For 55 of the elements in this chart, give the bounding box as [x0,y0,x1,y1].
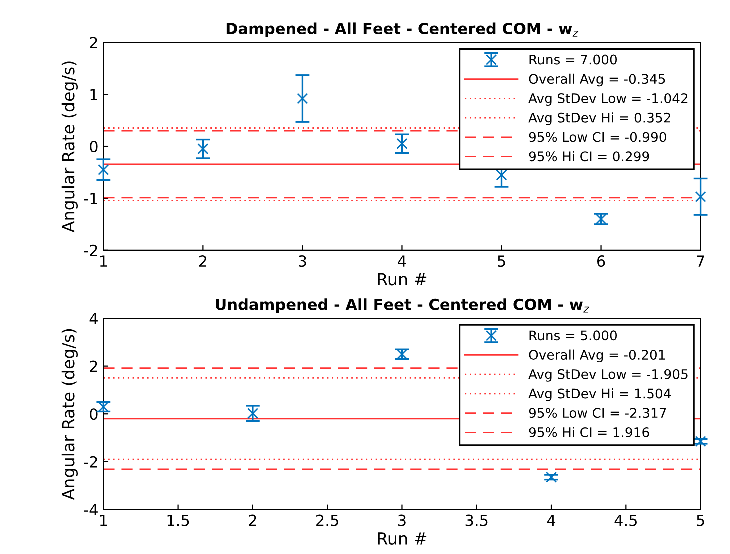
x-axis-title: Run # [378,532,427,546]
legend-label: 95% Low CI = -0.990 [529,132,666,142]
ref-line-label: Avg StDev Hi = 0.352 [528,112,670,126]
point [396,138,408,150]
y-tick-label: -4 [84,504,98,516]
legend-label: Overall Avg = -0.345 [529,74,666,87]
point [546,472,558,483]
x-tick-label: 2.5 [316,514,338,526]
point [596,214,607,225]
y-tick-label: -1 [84,193,98,204]
point [98,164,110,176]
legend-label: Avg StDev Low = -1.905 [528,369,688,382]
x-tick-label: 4 [547,515,556,526]
chart-title: Dampened - All Feet - Centered COM - w$_{z}$ [226,22,579,38]
chart-title: Undampened - All Feet - Centered COM - w$_{z}$ [216,298,590,314]
y-axis-title: Angular Rate (deg/s) [62,329,78,500]
x-tick-label: 1.5 [168,515,190,526]
y-tick-label: 0 [90,408,98,420]
y-tick-label: 0 [90,141,98,153]
x-tick-label: 3.5 [466,514,488,526]
y-tick-label: 1 [90,89,98,100]
y-tick-label: 2 [90,360,98,372]
x-tick-label: 6 [597,256,606,268]
point [695,436,706,448]
legend-label: Avg StDev Low = -1.042 [528,94,688,106]
y-tick-label: -2 [84,456,98,468]
legend-label: Runs = 5.000 [530,330,618,341]
x-tick-label: 4.5 [614,515,637,526]
x-tick-label: 1 [100,256,108,267]
legend-label: 95% Low CI = -2.317 [529,408,666,418]
point [198,144,209,155]
y-axis-title: Angular Rate (deg/s) [62,62,78,233]
x-tick-label: 7 [697,256,704,267]
point [496,170,508,181]
x-tick-label: 3 [398,514,406,526]
x-tick-label: 1 [100,515,108,526]
x-axis-title: Run # [378,273,427,286]
x-tick-label: 2 [249,514,256,526]
x-tick-label: 3 [299,256,306,268]
legend-label: 95% Hi CI = 1.916 [529,427,650,438]
legend-label: Overall Avg = -0.201 [529,350,666,363]
x-tick-label: 5 [697,515,704,526]
y-tick-label: 4 [90,313,98,324]
y-tick-label: 2 [90,37,98,48]
legend-label: Avg StDev Hi = 1.504 [528,388,672,402]
x-tick-label: 4 [398,256,406,267]
point [247,408,258,420]
x-tick-label: 5 [498,256,506,268]
point [297,93,308,104]
legend-label: Runs = 7.000 [530,54,618,65]
point [396,348,408,360]
x-tick-label: 2 [199,256,207,267]
y-tick-label: -2 [84,244,98,256]
legend-label: 95% Hi CI = 0.299 [529,151,650,162]
point [695,191,706,202]
